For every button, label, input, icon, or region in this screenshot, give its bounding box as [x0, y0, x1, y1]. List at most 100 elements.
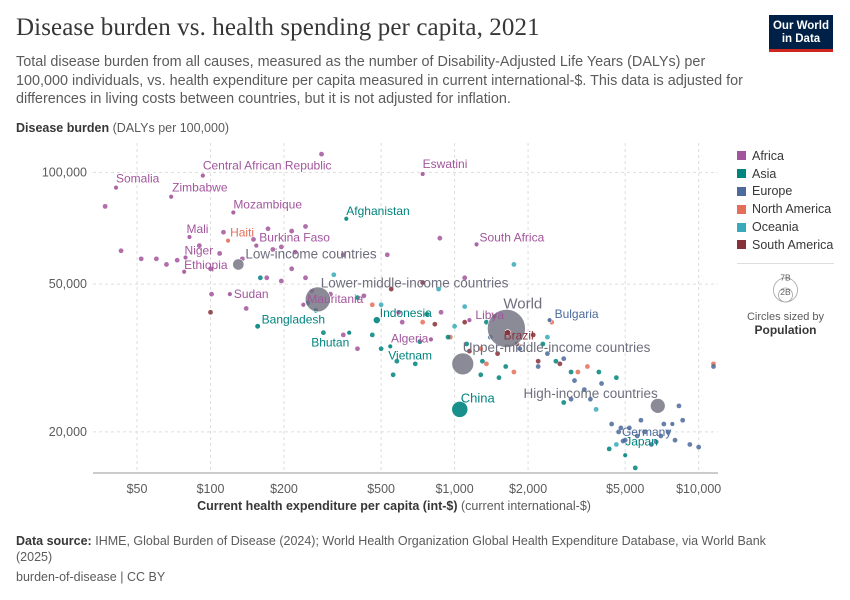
point-label: Haiti [230, 226, 254, 240]
legend-item[interactable]: Europe [737, 183, 833, 201]
data-point [672, 437, 678, 443]
point-label: Niger [185, 243, 214, 257]
data-point [265, 226, 271, 232]
data-point [517, 346, 523, 352]
size-legend-min-label: 2B [780, 287, 791, 297]
x-axis-label-rest: (current international-$) [461, 499, 591, 513]
labeled-data-point [346, 330, 352, 336]
legend-label: Asia [752, 166, 777, 181]
data-source-text: IHME, Global Burden of Disease (2024); W… [16, 534, 766, 564]
labeled-data-point [182, 254, 189, 261]
legend-swatch [737, 169, 746, 179]
data-point [711, 364, 716, 369]
size-legend: 7B 2B [773, 273, 798, 303]
data-point [264, 275, 270, 281]
x-axis-label: Current health expenditure per capita (i… [0, 499, 788, 513]
x-tick-label: $200 [270, 482, 298, 496]
point-label: Libya [475, 308, 504, 322]
data-point [369, 302, 375, 308]
data-point [599, 381, 604, 386]
data-point [278, 278, 284, 284]
data-point [503, 364, 509, 369]
data-point [319, 151, 324, 157]
data-point [480, 358, 485, 364]
data-point [164, 262, 169, 267]
legend-item[interactable]: North America [737, 200, 833, 218]
data-point [118, 248, 124, 254]
data-point [665, 429, 671, 435]
data-point [217, 251, 223, 256]
data-point [568, 369, 574, 375]
legend-item[interactable]: South America [737, 236, 833, 254]
size-caption-bold: Population [754, 323, 817, 337]
point-label: Japan [625, 434, 658, 448]
point-label: Ethiopia [184, 258, 228, 272]
data-point [445, 334, 451, 340]
data-point [417, 339, 423, 345]
data-point [535, 358, 541, 364]
data-point [340, 252, 346, 258]
legend-item[interactable]: Africa [737, 147, 833, 165]
data-point [361, 293, 367, 299]
data-point [174, 257, 180, 263]
legend-item[interactable]: Oceania [737, 218, 833, 236]
data-point [221, 229, 226, 235]
legend-item[interactable]: Asia [737, 165, 833, 183]
labeled-data-point [253, 242, 259, 249]
chart-subtitle: Total disease burden from all causes, me… [16, 54, 743, 107]
size-legend-caption: Circles sized by Population [737, 311, 834, 338]
data-point [209, 291, 214, 297]
data-point [388, 286, 394, 292]
data-point [369, 332, 375, 338]
data-point [661, 421, 667, 427]
legend-swatch [737, 240, 746, 250]
x-tick-label: $500 [367, 482, 395, 496]
license-line[interactable]: burden-of-disease | CC BY [16, 570, 166, 584]
point-label: Bangladesh [262, 312, 325, 326]
labeled-data-point [504, 329, 512, 337]
point-label: Brazil [504, 329, 534, 343]
data-point [437, 235, 443, 241]
data-point [478, 372, 484, 378]
labeled-data-point [487, 309, 526, 348]
data-point [540, 341, 546, 347]
labeled-data-point [546, 317, 553, 323]
labeled-data-point [186, 234, 193, 240]
owid-logo[interactable]: Our World in Data [769, 15, 833, 52]
data-point [561, 400, 567, 405]
labeled-data-point [387, 343, 393, 350]
data-point [378, 302, 384, 308]
labeled-data-point [451, 401, 469, 418]
data-point [289, 228, 295, 234]
data-point [680, 417, 686, 423]
point-label: High-income countries [523, 386, 658, 401]
point-label: Burkina Faso [259, 231, 330, 245]
labeled-data-point [669, 421, 676, 427]
data-point [303, 275, 308, 281]
labeled-data-point [181, 269, 187, 275]
y-axis-label: Disease burden (DALYs per 100,000) [16, 121, 229, 135]
point-label: Low-income countries [245, 246, 377, 261]
data-point [462, 304, 468, 310]
legend-swatch [737, 151, 746, 161]
data-point [696, 444, 702, 450]
x-tick-label: $50 [127, 482, 148, 496]
data-point [613, 375, 619, 381]
data-point [495, 351, 500, 357]
point-label: Afghanistan [346, 204, 409, 218]
data-point [620, 438, 626, 444]
data-source: Data source: IHME, Global Burden of Dise… [16, 533, 796, 565]
data-point [390, 372, 396, 378]
data-source-label: Data source: [16, 534, 92, 548]
labeled-data-point [225, 237, 231, 244]
data-point [638, 417, 644, 423]
data-point [653, 439, 659, 445]
data-point [606, 446, 612, 452]
data-point [153, 256, 159, 262]
data-point [634, 433, 640, 439]
data-point [438, 309, 444, 315]
size-legend-max-label: 7B [780, 273, 791, 283]
data-point [618, 425, 624, 431]
labeled-data-point [343, 216, 350, 222]
data-point [613, 442, 619, 447]
